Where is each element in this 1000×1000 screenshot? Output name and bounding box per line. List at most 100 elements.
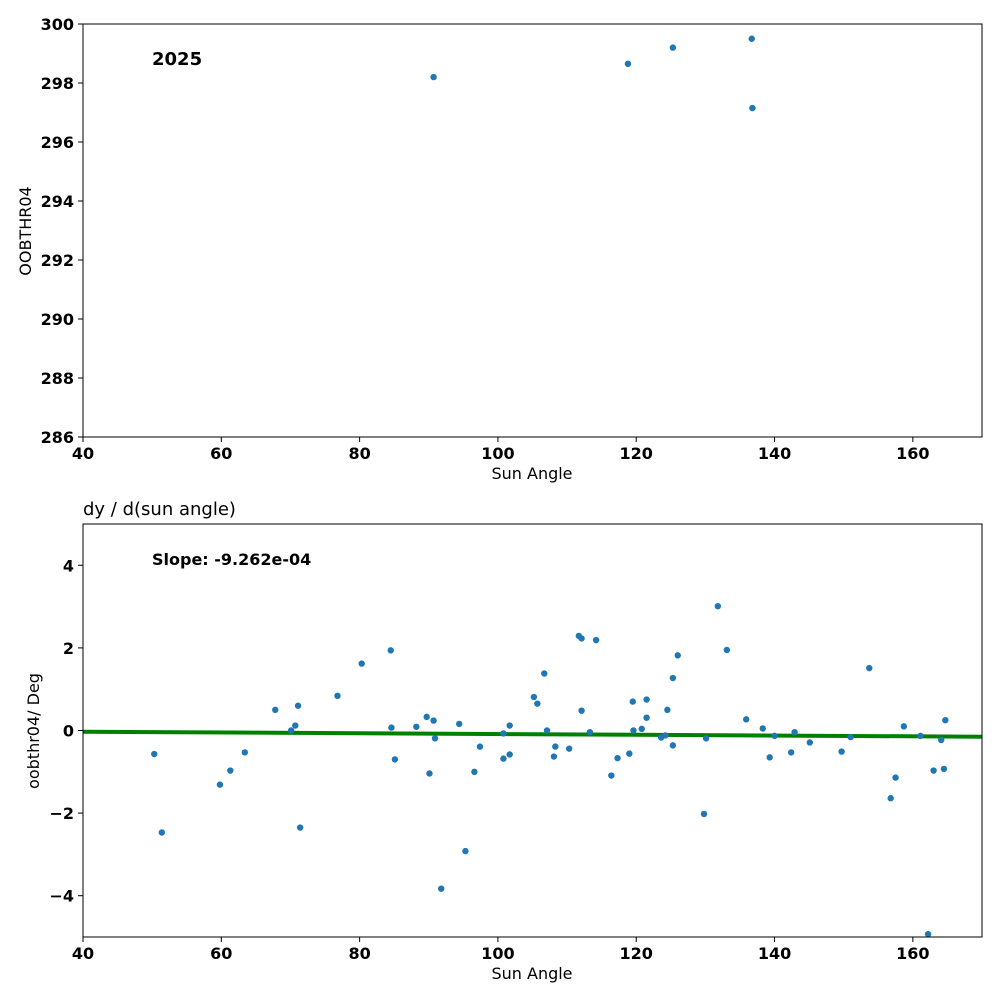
bottom-chart-title: dy / d(sun angle) [83, 499, 236, 520]
top-x-tick-label: 140 [758, 444, 791, 463]
bottom-x-tick-label: 100 [481, 944, 514, 963]
bottom-data-point-29 [530, 693, 538, 701]
bottom-data-point-54 [674, 652, 681, 659]
slope-annotation: Slope: -9.262e-04 [152, 550, 311, 569]
bottom-y-tick-label: 0 [63, 722, 74, 741]
bottom-x-axis-label: Sun Angle [491, 964, 572, 983]
top-data-point-4 [749, 104, 756, 112]
bottom-data-point-32 [543, 727, 551, 734]
bottom-data-point-21 [455, 720, 463, 728]
bottom-data-point-20 [438, 885, 445, 892]
bottom-data-point-68 [866, 664, 873, 672]
bottom-data-point-41 [608, 772, 615, 779]
top-x-tick-label: 80 [348, 444, 370, 463]
bottom-data-point-46 [638, 725, 645, 733]
top-y-tick-label: 290 [41, 310, 74, 329]
bottom-data-point-11 [358, 660, 365, 667]
bottom-data-point-62 [771, 732, 778, 740]
bottom-data-point-16 [423, 713, 430, 721]
bottom-data-point-43 [626, 750, 633, 757]
bottom-data-point-69 [887, 795, 894, 802]
bottom-data-point-1 [158, 829, 166, 836]
bottom-data-point-53 [669, 674, 677, 682]
top-x-tick-label: 40 [72, 444, 94, 463]
bottom-data-point-51 [664, 706, 671, 714]
bottom-data-point-23 [471, 768, 478, 775]
top-plot-area: 40 60 80 100 120 140 160 286 288 290 292 294 296 298 3… [41, 15, 983, 463]
top-x-tick-label: 160 [896, 444, 929, 463]
bottom-data-point-57 [714, 602, 722, 610]
bottom-data-point-18 [430, 717, 437, 724]
bottom-data-point-70 [892, 774, 899, 781]
bottom-data-point-27 [506, 751, 513, 758]
bottom-data-point-12 [387, 647, 394, 654]
bottom-data-point-47 [643, 696, 650, 703]
top-y-tick-label: 300 [41, 15, 74, 34]
bottom-data-point-45 [630, 727, 637, 734]
bottom-data-point-10 [334, 692, 341, 700]
bottom-plot-area: 40 60 80 100 120 140 160 −4 −2 0 2 4 [49, 523, 983, 963]
bottom-data-point-67 [847, 733, 854, 741]
bottom-data-point-31 [541, 670, 548, 677]
top-y-tick-label: 286 [41, 428, 74, 447]
bottom-data-point-33 [550, 753, 558, 760]
bottom-data-point-38 [578, 707, 585, 714]
bottom-data-point-55 [700, 810, 708, 818]
bottom-y-tick-label: −2 [49, 804, 74, 823]
bottom-data-point-24 [476, 743, 484, 750]
bottom-data-point-7 [292, 722, 299, 729]
bottom-data-point-39 [586, 728, 594, 736]
fit-line [83, 729, 982, 739]
bottom-data-point-19 [431, 735, 439, 742]
bottom-data-point-75 [937, 736, 945, 744]
top-year-annotation: 2025 [152, 49, 202, 70]
top-plot-content [430, 35, 756, 112]
top-x-axis-label: Sun Angle [491, 464, 572, 483]
bottom-data-point-73 [924, 930, 932, 937]
bottom-data-point-5 [272, 706, 279, 714]
top-data-point-3 [748, 35, 755, 42]
top-data-point-0 [430, 73, 437, 81]
bottom-data-point-48 [643, 714, 650, 721]
top-scatter-panel: 40 60 80 100 120 140 160 286 288 290 292 294 296 298 3… [16, 15, 983, 483]
bottom-data-point-15 [413, 723, 420, 730]
bottom-data-point-25 [500, 755, 507, 762]
bottom-data-point-8 [294, 702, 302, 709]
bottom-data-point-76 [940, 765, 948, 773]
top-y-tick-label: 298 [41, 74, 74, 93]
bottom-data-point-61 [766, 754, 773, 761]
top-y-tick-label: 296 [41, 133, 74, 152]
bottom-data-point-50 [662, 732, 669, 739]
bottom-data-point-52 [669, 742, 677, 749]
bottom-data-point-14 [391, 756, 399, 763]
bottom-data-point-35 [565, 745, 573, 752]
bottom-y-tick-label: −4 [49, 887, 74, 906]
bottom-data-point-71 [900, 723, 908, 730]
bottom-data-point-4 [241, 749, 249, 756]
bottom-data-point-66 [838, 748, 845, 755]
top-x-tick-label: 120 [620, 444, 653, 463]
bottom-data-point-40 [592, 636, 600, 644]
bottom-data-point-26 [500, 730, 507, 737]
bottom-data-point-56 [702, 735, 710, 742]
bottom-data-point-2 [216, 781, 224, 788]
bottom-data-point-74 [930, 767, 937, 774]
bottom-y-tick-label: 2 [63, 639, 74, 658]
top-y-tick-label: 294 [41, 192, 74, 211]
bottom-data-point-42 [614, 754, 621, 762]
bottom-data-point-17 [426, 770, 433, 777]
bottom-data-point-58 [723, 646, 731, 654]
top-axes-frame [82, 23, 983, 438]
bottom-plot-content [83, 602, 982, 937]
bottom-data-point-0 [151, 750, 158, 758]
top-data-point-2 [669, 44, 677, 51]
bottom-y-axis-label: oobthr04/ Deg [24, 673, 43, 789]
bottom-data-point-28 [506, 722, 513, 729]
bottom-x-tick-label: 40 [72, 944, 94, 963]
top-y-axis-label: OOBTHR04 [16, 186, 35, 275]
bottom-data-point-64 [791, 728, 798, 736]
bottom-data-point-34 [552, 743, 559, 750]
top-y-tick-label: 288 [41, 369, 74, 388]
